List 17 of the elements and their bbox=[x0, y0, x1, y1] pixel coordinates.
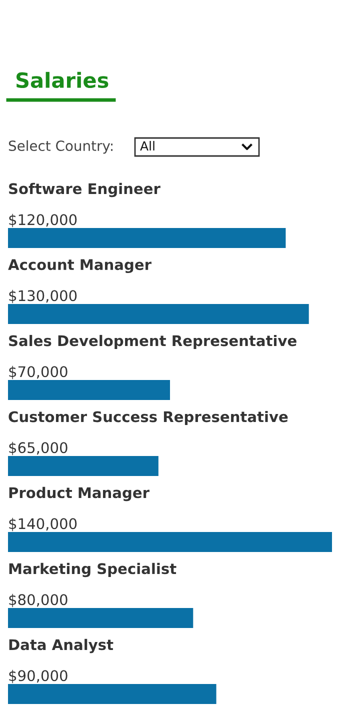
data-label: $130,000 bbox=[9, 290, 77, 304]
y-tick-label: Software Engineer bbox=[9, 182, 160, 198]
data-label: $80,000 bbox=[9, 594, 68, 608]
y-tick-label: Customer Success Representative bbox=[8, 410, 288, 426]
text: All bbox=[140, 140, 154, 150]
data-label: $90,000 bbox=[9, 670, 68, 684]
data-label: $120,000 bbox=[9, 214, 77, 228]
y-tick-label: Sales Development Representative bbox=[9, 334, 296, 350]
y-tick-label: Product Manager bbox=[9, 486, 150, 502]
data-label: $65,000 bbox=[9, 442, 68, 456]
y-tick-label: Data Analyst bbox=[9, 638, 114, 654]
data-label: $140,000 bbox=[9, 518, 77, 532]
y-tick-label: Marketing Specialist bbox=[9, 562, 176, 578]
chart-title: Salaries bbox=[16, 72, 108, 88]
y-tick-label: Account Manager bbox=[8, 259, 152, 274]
text: Select Country: bbox=[8, 140, 112, 154]
data-label: $70,000 bbox=[9, 366, 68, 380]
